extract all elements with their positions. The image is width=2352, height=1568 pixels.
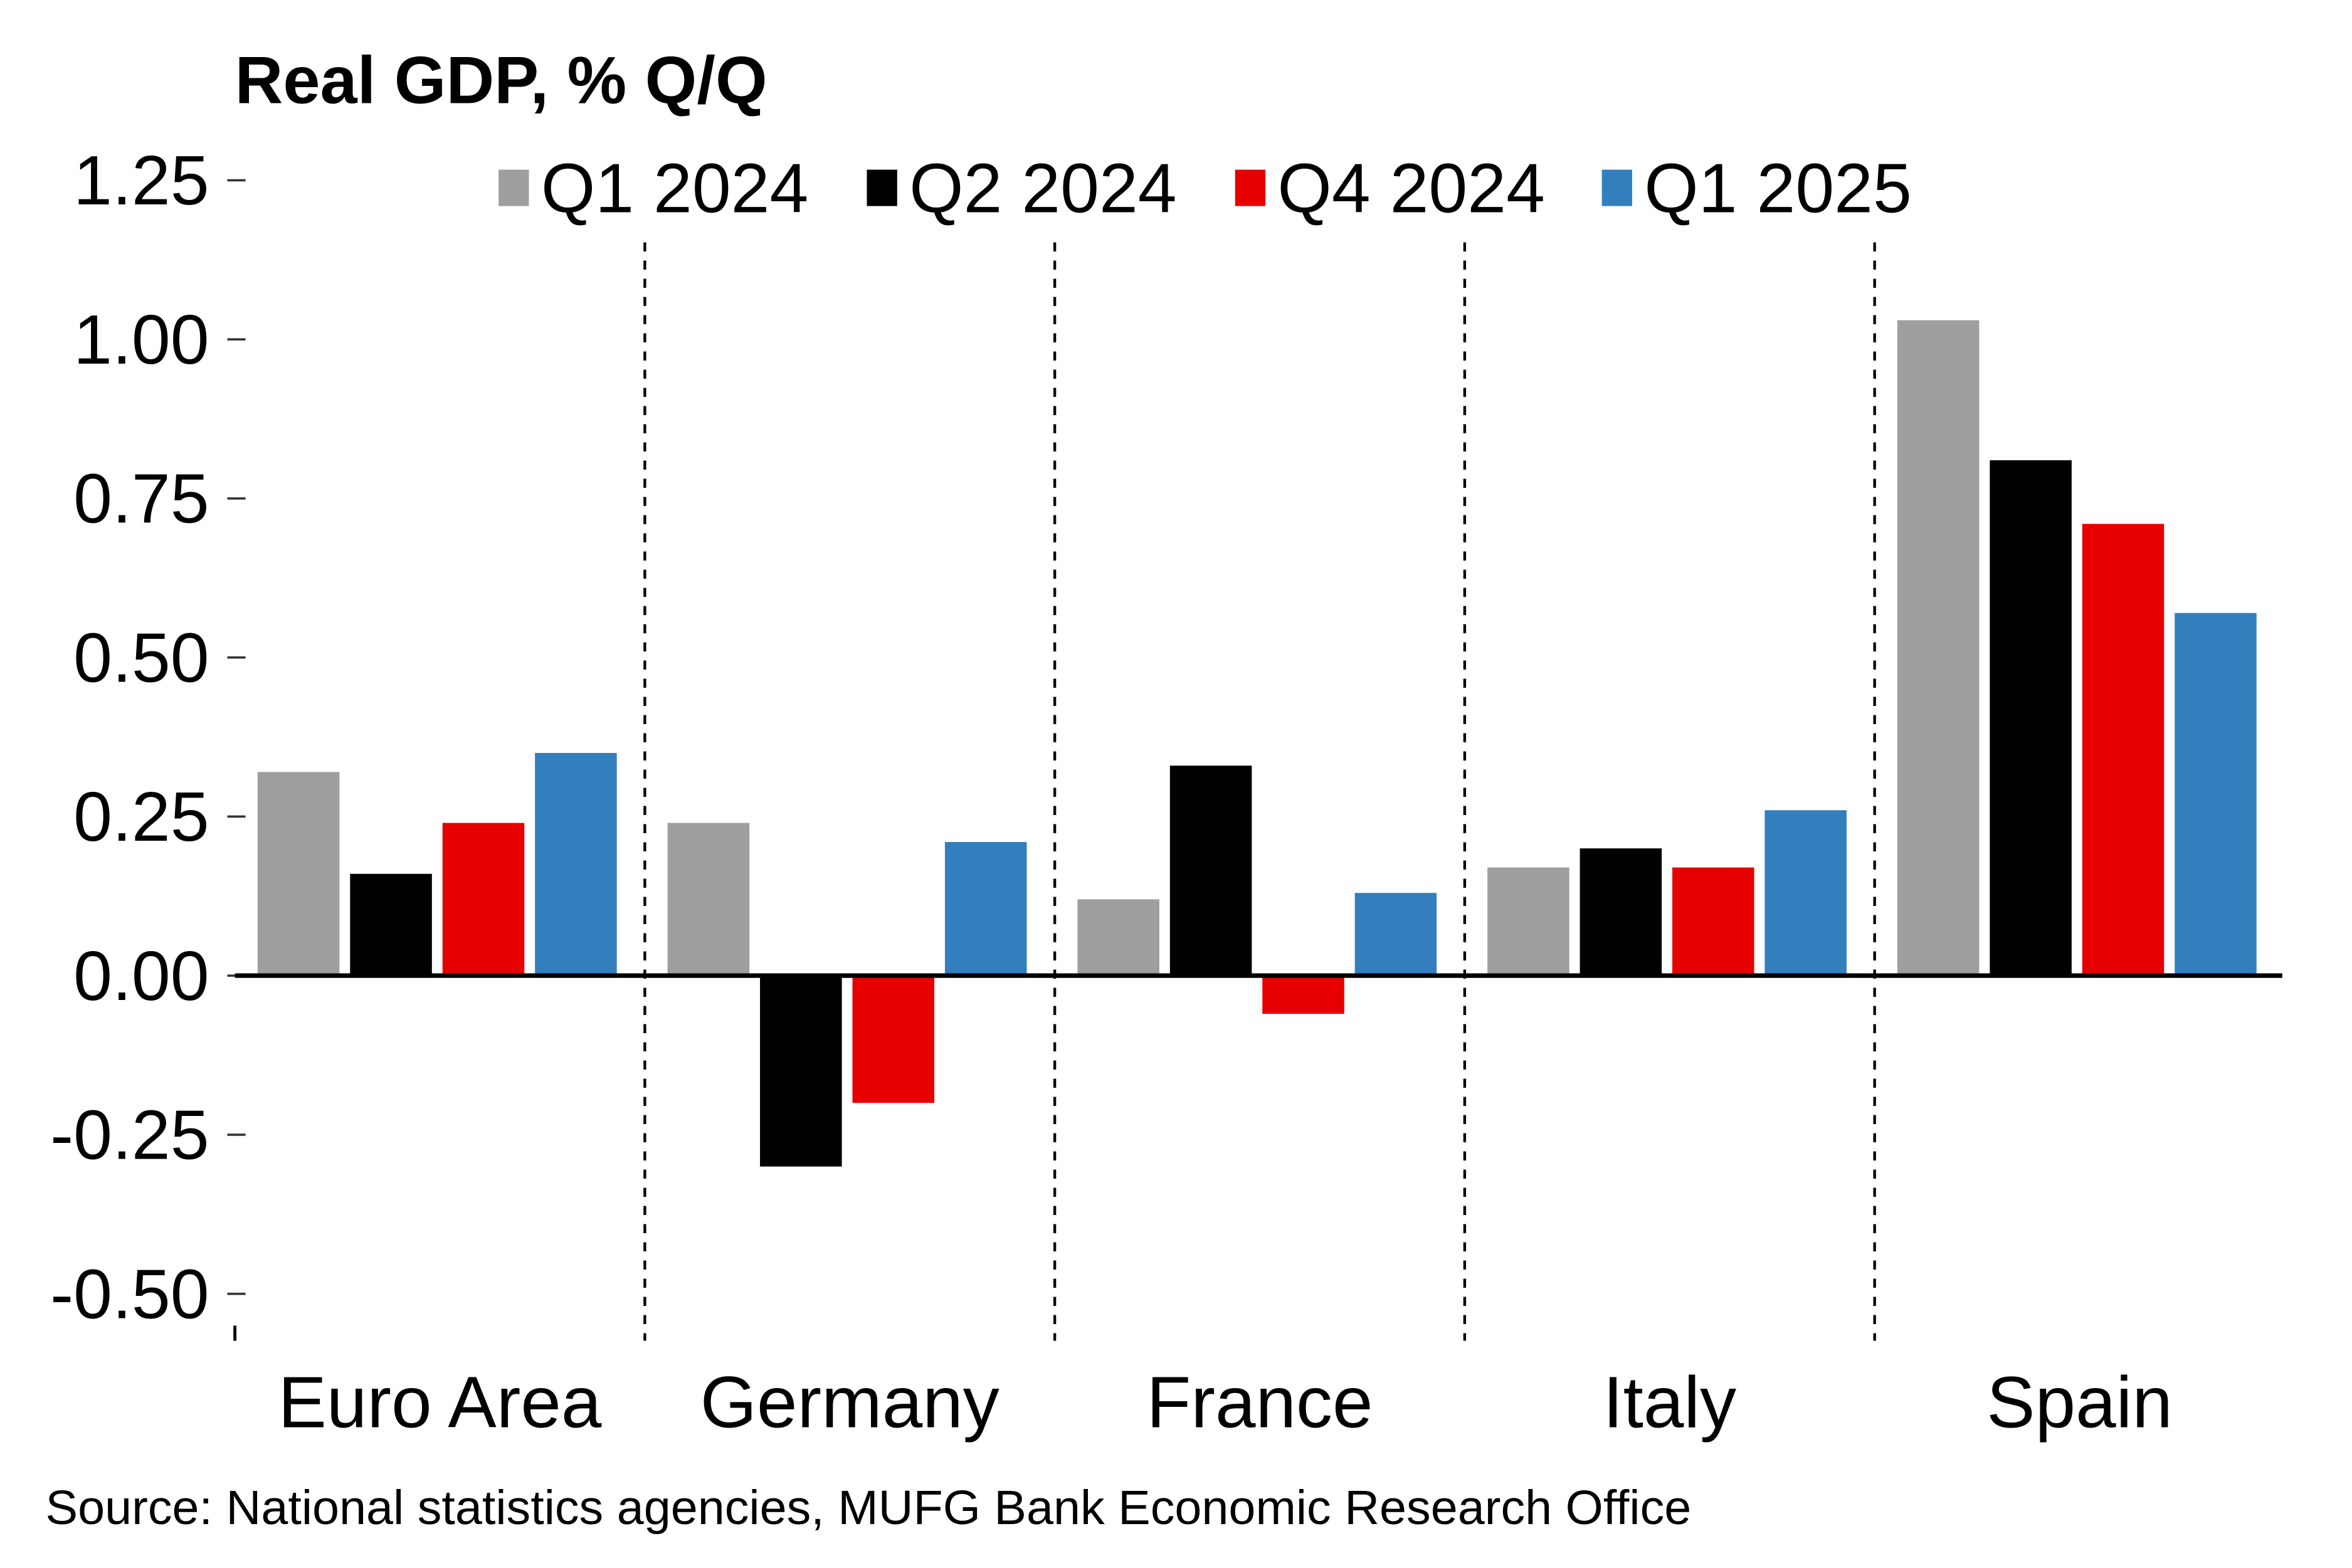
bar-q4-2024-france [1262, 976, 1344, 1014]
source-note: Source: National statistics agencies, MU… [46, 1481, 1692, 1535]
bar-q1-2024-euro-area [257, 772, 340, 976]
y-tick-label: -0.50 [50, 1255, 209, 1333]
x-axis-labels: Euro Area Germany France Italy Spain [278, 1361, 2173, 1443]
x-category-label: Spain [1986, 1361, 2173, 1443]
legend-swatch [498, 169, 529, 206]
bar-q1-2025-france [1354, 893, 1437, 976]
bar-q1-2024-spain [1897, 320, 1980, 976]
bar-q2-2024-france [1169, 766, 1252, 976]
y-tick-label: 1.00 [73, 300, 209, 379]
bar-q4-2024-italy [1672, 867, 1754, 976]
legend: Q1 2024 Q2 2024 Q4 2024 Q1 2025 [498, 149, 1912, 227]
bar-q4-2024-germany [852, 976, 935, 1103]
bar-q2-2024-euro-area [350, 873, 432, 976]
bar-q1-2024-france [1077, 899, 1159, 976]
bar-q2-2024-spain [1990, 460, 2072, 976]
x-category-label: Euro Area [278, 1361, 602, 1443]
bar-q1-2025-italy [1764, 810, 1847, 976]
legend-swatch [867, 169, 897, 206]
bar-q1-2024-germany [667, 823, 750, 976]
legend-label: Q1 2025 [1644, 149, 1911, 227]
bars [257, 320, 2257, 1167]
bar-q1-2025-spain [2175, 613, 2257, 976]
y-tick-label: 0.25 [73, 777, 209, 856]
chart-title: Real GDP, % Q/Q [235, 43, 767, 117]
legend-label: Q2 2024 [909, 149, 1176, 227]
legend-label: Q1 2024 [541, 149, 808, 227]
bar-q2-2024-italy [1579, 848, 1662, 976]
y-tick-label: 0.00 [73, 937, 209, 1015]
legend-swatch [1235, 169, 1266, 206]
bar-q4-2024-spain [2082, 524, 2165, 976]
bar-q1-2024-italy [1487, 867, 1569, 976]
y-tick-label: -0.25 [50, 1096, 209, 1174]
x-category-label: Italy [1603, 1361, 1736, 1443]
bar-q2-2024-germany [760, 976, 842, 1167]
y-tick-label: 0.50 [73, 618, 209, 697]
x-category-label: Germany [700, 1361, 999, 1443]
x-category-label: France [1147, 1361, 1373, 1443]
legend-swatch [1601, 169, 1632, 206]
bar-q4-2024-euro-area [442, 823, 525, 976]
category-separators [643, 242, 1876, 1341]
legend-label: Q4 2024 [1277, 149, 1544, 227]
bar-q1-2025-germany [944, 842, 1027, 976]
y-axis: 1.25 1.00 0.75 0.50 0.25 0.00 -0.25 -0.50 [50, 141, 246, 1341]
bar-q1-2025-euro-area [535, 752, 617, 976]
y-tick-label: 1.25 [73, 141, 209, 219]
y-tick-label: 0.75 [73, 460, 209, 538]
